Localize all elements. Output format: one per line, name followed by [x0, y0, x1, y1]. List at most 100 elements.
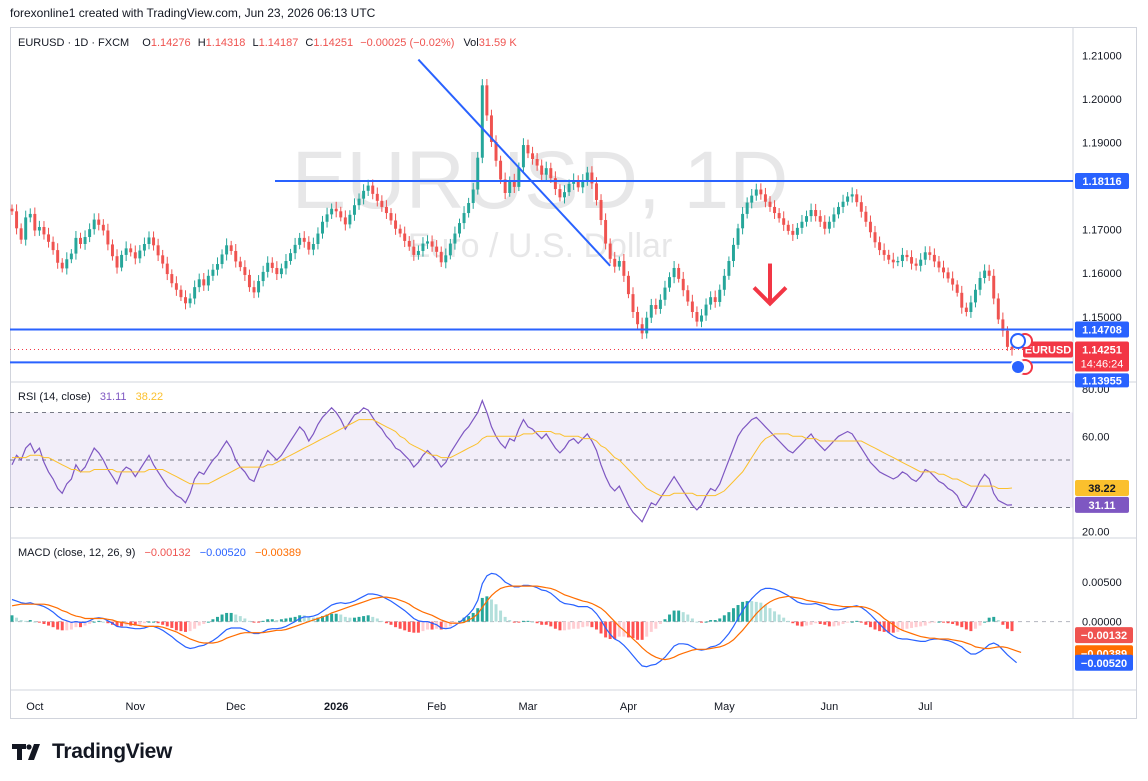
down-arrow-icon[interactable]: [752, 263, 788, 307]
candle-body: [188, 298, 192, 304]
candle: [110, 239, 114, 261]
macd-hist-bar: [69, 621, 73, 630]
candle-body: [759, 189, 763, 195]
macd-axis[interactable]: 0.00500 0.00000: [1082, 577, 1122, 629]
macd-hist-bar: [279, 619, 283, 622]
candle: [567, 179, 571, 196]
macd-hist-bar: [508, 620, 512, 622]
trendline[interactable]: [417, 58, 611, 267]
candle-body: [234, 250, 238, 262]
macd-hist-bar: [398, 621, 402, 629]
candle: [942, 260, 945, 279]
tradingview-footer[interactable]: TradingView: [12, 740, 172, 764]
candle-body: [101, 224, 105, 231]
macd-hist-bar: [932, 621, 936, 623]
macd-hist-bar: [215, 616, 219, 622]
candle-body: [33, 213, 37, 231]
macd-hist-bar: [594, 621, 598, 630]
macd-hist-bar: [882, 621, 886, 632]
candle-body: [10, 208, 14, 212]
macd-hist-bar: [668, 614, 672, 622]
price-axis[interactable]: 1.21000 1.20000 1.19000 1.17000 1.16000 1.150…: [1082, 50, 1122, 324]
macd-hist-bar: [677, 610, 681, 622]
candle-body: [65, 259, 69, 269]
horizontal-levels[interactable]: [10, 179, 1073, 364]
candle: [773, 200, 777, 219]
macd-hist-bar: [809, 621, 813, 625]
candle-body: [197, 279, 201, 288]
candle: [302, 231, 306, 248]
candle-body: [686, 290, 690, 302]
candle: [362, 184, 366, 205]
macd-hist-bar: [709, 620, 713, 622]
candle: [10, 204, 14, 215]
macd-hist-bar: [15, 617, 19, 622]
price-tick-label: 1.15000: [1082, 312, 1122, 324]
macd-hist-bar: [330, 613, 334, 622]
time-tick-label: Nov: [126, 701, 146, 713]
candle: [156, 238, 160, 262]
macd-hist-bar: [800, 621, 804, 627]
time-axis[interactable]: Oct Nov Dec 2026 Feb Mar Apr May Jun Jul: [26, 701, 932, 713]
svg-text:1.14251: 1.14251: [1082, 344, 1122, 356]
candle-body: [864, 211, 868, 222]
macd-hist-bar: [494, 604, 498, 622]
candle: [736, 223, 740, 249]
macd-hist-bar: [79, 621, 82, 628]
candle-body: [366, 185, 370, 191]
candle: [878, 236, 882, 256]
candle: [910, 250, 914, 270]
rsi-legend[interactable]: RSI (14, close) 31.11 38.22: [18, 391, 163, 403]
candle: [19, 223, 23, 244]
candle-body: [786, 224, 790, 231]
macd-hist-bar: [352, 617, 356, 622]
candle: [316, 227, 320, 250]
candle: [120, 250, 124, 272]
candle-body: [325, 214, 329, 222]
candle: [786, 220, 790, 235]
candle-body: [636, 312, 640, 325]
price-tick-label: 1.16000: [1082, 268, 1122, 280]
candle-body: [252, 287, 256, 293]
candle-body: [987, 270, 991, 276]
macd-hist-bar: [846, 621, 850, 623]
candle-body: [120, 254, 124, 268]
svg-text:31.11: 31.11: [1089, 500, 1116, 512]
rsi-levels: [10, 412, 1073, 508]
macd-hist-bar: [343, 616, 347, 622]
main-legend[interactable]: EURUSD · 1D · FXCM O1.14276 H1.14318 L1.…: [18, 37, 517, 49]
chart-event-icons[interactable]: [1010, 333, 1033, 375]
candle-body: [352, 205, 356, 215]
candlestick-series[interactable]: [10, 79, 1014, 356]
candle: [101, 219, 105, 236]
candle-body: [896, 261, 900, 263]
candle: [403, 226, 407, 248]
candle: [462, 206, 466, 230]
candle-body: [763, 194, 767, 202]
macd-hist-bar: [83, 621, 87, 626]
macd-hist-bar: [672, 610, 676, 622]
candle-body: [343, 217, 347, 225]
candle-body: [992, 275, 996, 299]
candle-body: [156, 245, 160, 256]
candle: [859, 195, 863, 218]
macd-legend[interactable]: MACD (close, 12, 26, 9) −0.00132 −0.0052…: [18, 547, 301, 559]
candle-body: [79, 237, 82, 244]
macd-hist-bar: [138, 621, 142, 625]
candle: [585, 166, 589, 186]
price-tick-label: 1.21000: [1082, 50, 1122, 62]
tradingview-logo-icon: [12, 744, 40, 760]
macd-hist-bar: [444, 621, 448, 629]
candle-body: [859, 202, 863, 212]
candle: [197, 273, 201, 293]
candle: [590, 166, 594, 189]
candle: [718, 284, 722, 307]
candle: [932, 248, 936, 268]
candle-body: [700, 315, 703, 322]
candle: [430, 235, 434, 252]
macd-hist-bar: [325, 614, 329, 622]
candle-body: [553, 178, 557, 190]
candle: [366, 179, 370, 196]
